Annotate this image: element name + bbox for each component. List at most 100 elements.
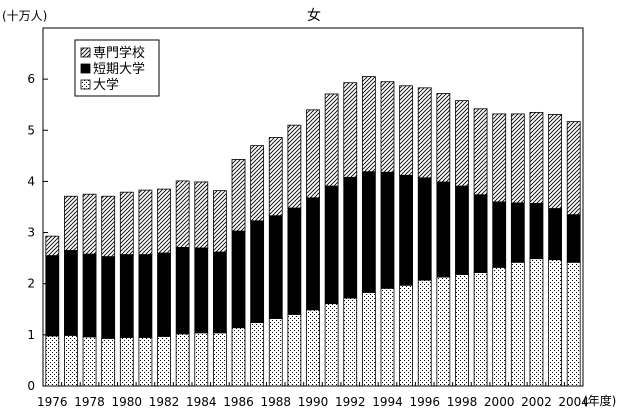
axes-layer: 0 1 2 3 4 5 6 1976 1978 1980 1982 1984 1986 1988 1990 1…	[27, 27, 589, 409]
bar-segment	[212, 251, 227, 334]
bar-segment	[175, 247, 190, 335]
bar-segment	[231, 230, 246, 329]
bar-segment	[231, 159, 246, 232]
bar-segment	[194, 332, 209, 387]
bar-segment	[417, 87, 432, 179]
bar-segment	[473, 194, 488, 273]
bar-segment	[119, 337, 134, 387]
x-tick-label: 1978	[74, 395, 105, 409]
bar-segment	[399, 284, 414, 387]
bar-segment	[380, 171, 395, 289]
bar-segment	[361, 292, 376, 387]
bar-segment	[324, 185, 339, 305]
bar-segment	[82, 193, 97, 255]
legend-label: 短期大学	[93, 61, 145, 77]
bar-segment	[287, 207, 302, 315]
bar-segment	[473, 272, 488, 387]
bar-segment	[212, 190, 227, 253]
legend-swatch	[80, 79, 91, 90]
bar-segment	[566, 214, 581, 263]
bar-segment	[250, 220, 265, 323]
bar-segment	[101, 338, 116, 387]
bar-segment	[473, 108, 488, 196]
x-tick-label: 1988	[260, 395, 291, 409]
bar-segment	[231, 327, 246, 387]
bar-segment	[529, 258, 544, 387]
bar-segment	[287, 313, 302, 387]
y-tick-label: 0	[27, 379, 35, 393]
bar-segment	[268, 318, 283, 387]
x-tick-label: 1984	[186, 395, 217, 409]
y-tick-label: 4	[27, 174, 35, 188]
y-tick-label: 1	[27, 328, 35, 342]
bar-segment	[138, 189, 153, 255]
bar-segment	[138, 254, 153, 338]
bar-segment	[194, 181, 209, 249]
bar-segment	[324, 93, 339, 187]
bar-segment	[101, 256, 116, 339]
y-tick-label: 6	[27, 72, 35, 86]
bar-segment	[361, 76, 376, 173]
bar-segment	[119, 254, 134, 338]
bar-segment	[361, 171, 376, 293]
x-tick-label: 1982	[149, 395, 180, 409]
bar-segment	[268, 215, 283, 319]
bar-segment	[343, 176, 358, 299]
bar-segment	[82, 253, 97, 338]
bar-segment	[455, 274, 469, 387]
bar-segment	[157, 252, 171, 337]
bar-segment	[343, 82, 358, 178]
legend-swatch	[80, 63, 91, 74]
x-tick-label: 2000	[484, 395, 515, 409]
bar-segment	[64, 195, 78, 251]
bar-segment	[436, 181, 451, 278]
bar-segment	[175, 180, 190, 248]
bar-segment	[45, 235, 60, 256]
x-tick-label: 1986	[223, 395, 254, 409]
legend-label: 専門学校	[93, 45, 145, 61]
bar-segment	[138, 337, 153, 387]
bar-segment	[417, 279, 432, 387]
legend-swatch	[80, 47, 91, 58]
bar-segment	[529, 203, 544, 260]
y-tick-label: 2	[27, 277, 35, 291]
x-tick-label: 1996	[409, 395, 440, 409]
bar-segment	[306, 309, 320, 387]
bar-segment	[548, 208, 562, 261]
x-tick-label: 2004	[558, 395, 589, 409]
bar-segment	[82, 336, 97, 387]
bar-segment	[212, 332, 227, 387]
bar-segment	[510, 113, 525, 204]
bar-segment	[380, 81, 395, 173]
bar-segment	[399, 174, 414, 286]
bar-segment	[45, 335, 60, 387]
bar-segment	[436, 93, 451, 183]
bar-segment	[64, 334, 78, 387]
bar-segment	[119, 191, 134, 255]
bar-segment	[250, 322, 265, 387]
bar-segment	[64, 250, 78, 336]
bar-segment	[101, 195, 116, 258]
y-axis-title: (十万人)	[2, 9, 47, 23]
x-tick-label: 2002	[521, 395, 552, 409]
x-tick-label: 1990	[298, 395, 329, 409]
bar-segment	[399, 85, 414, 176]
bar-segment	[548, 259, 562, 387]
bar-segment	[343, 297, 358, 387]
bar-segment	[548, 114, 562, 209]
bar-segment	[157, 335, 171, 387]
bar-segment	[510, 202, 525, 263]
bar-segment	[287, 124, 302, 209]
bar-segment	[566, 121, 581, 216]
bar-segment	[306, 197, 320, 311]
y-tick-label: 3	[27, 226, 35, 240]
x-tick-label: 1994	[372, 395, 403, 409]
x-axis-unit: (年度)	[583, 393, 616, 408]
bar-segment	[380, 287, 395, 387]
bar-segment	[417, 177, 432, 281]
x-tick-label: 1992	[335, 395, 366, 409]
bars-layer	[45, 76, 581, 387]
bar-segment	[510, 261, 525, 387]
bar-segment	[436, 276, 451, 387]
